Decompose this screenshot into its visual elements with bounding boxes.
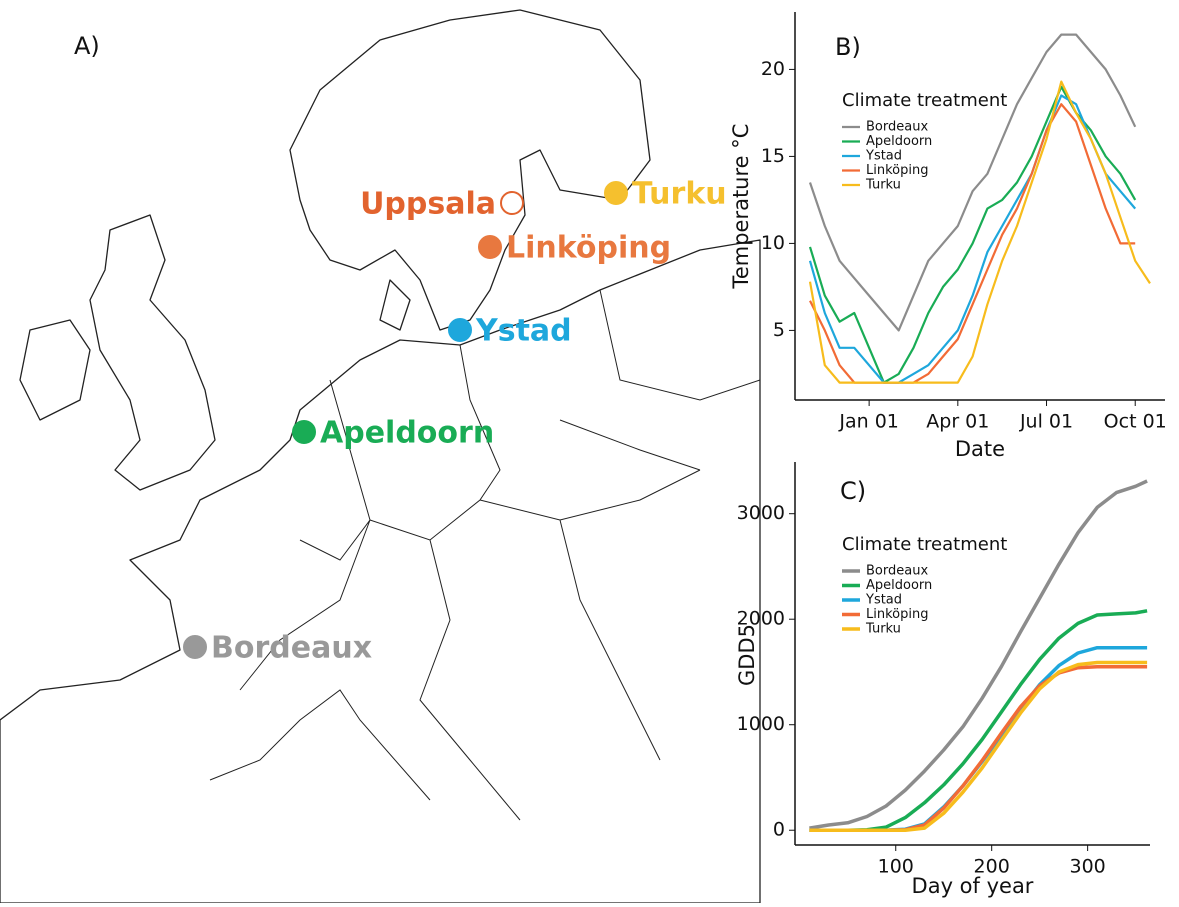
- panel-label: B): [835, 33, 861, 61]
- site-marker: [448, 318, 472, 342]
- site-marker: [183, 635, 207, 659]
- panel-label: A): [74, 32, 100, 60]
- site-marker: [292, 420, 316, 444]
- panel-label: C): [840, 477, 866, 505]
- series-line: [809, 660, 1148, 832]
- legend-label: Turku: [865, 178, 901, 193]
- site-label: Bordeaux: [211, 631, 372, 666]
- series-line: [808, 80, 1151, 384]
- site-label: Apeldoorn: [320, 416, 494, 451]
- site-marker: [604, 181, 628, 205]
- x-axis-label: Day of year: [912, 874, 1034, 898]
- x-tick-label: 100: [878, 856, 914, 878]
- x-tick-label: 200: [974, 856, 1010, 878]
- series-line: [808, 33, 1137, 332]
- legend-label: Ystad: [865, 149, 902, 164]
- site-label: Uppsala: [360, 187, 496, 222]
- legend-label: Turku: [865, 622, 901, 637]
- legend-title: Climate treatment: [842, 534, 1007, 555]
- series-line: [809, 645, 1148, 832]
- y-axis-label: GDD5: [735, 624, 759, 686]
- x-tick-label: Jul 01: [1019, 411, 1073, 433]
- map-outline: [0, 9, 761, 904]
- x-axis-label: Date: [955, 437, 1005, 461]
- y-tick-label: 10: [761, 232, 785, 254]
- legend-label: Bordeaux: [866, 564, 928, 579]
- series-line: [809, 664, 1148, 832]
- x-tick-label: 300: [1070, 856, 1106, 878]
- x-tick-label: Oct 01: [1104, 411, 1167, 433]
- site-marker: [478, 235, 502, 259]
- legend-title: Climate treatment: [842, 90, 1007, 111]
- legend-label: Bordeaux: [866, 120, 928, 135]
- series-line: [808, 85, 1137, 384]
- legend-label: Apeldoorn: [866, 578, 932, 593]
- site-label: Turku: [632, 177, 727, 212]
- x-tick-label: Apr 01: [926, 411, 989, 433]
- legend-label: Ystad: [865, 593, 902, 608]
- site-marker: [500, 191, 524, 215]
- y-tick-label: 1000: [737, 713, 785, 735]
- site-label: Ystad: [475, 314, 572, 349]
- legend-label: Apeldoorn: [866, 134, 932, 149]
- x-tick-label: Jan 01: [838, 411, 899, 433]
- legend-label: Linköping: [866, 607, 928, 622]
- series-line: [808, 94, 1137, 384]
- y-tick-label: 15: [761, 145, 785, 167]
- y-axis-label: Temperature °C: [729, 124, 753, 290]
- y-tick-label: 0: [773, 819, 785, 841]
- site-label: Linköping: [506, 231, 671, 266]
- series-line: [809, 609, 1148, 832]
- y-tick-label: 3000: [737, 502, 785, 524]
- legend-label: Linköping: [866, 163, 928, 178]
- y-tick-label: 20: [761, 58, 785, 80]
- series-line: [809, 479, 1148, 830]
- y-tick-label: 5: [773, 319, 785, 341]
- y-tick-label: 2000: [737, 608, 785, 630]
